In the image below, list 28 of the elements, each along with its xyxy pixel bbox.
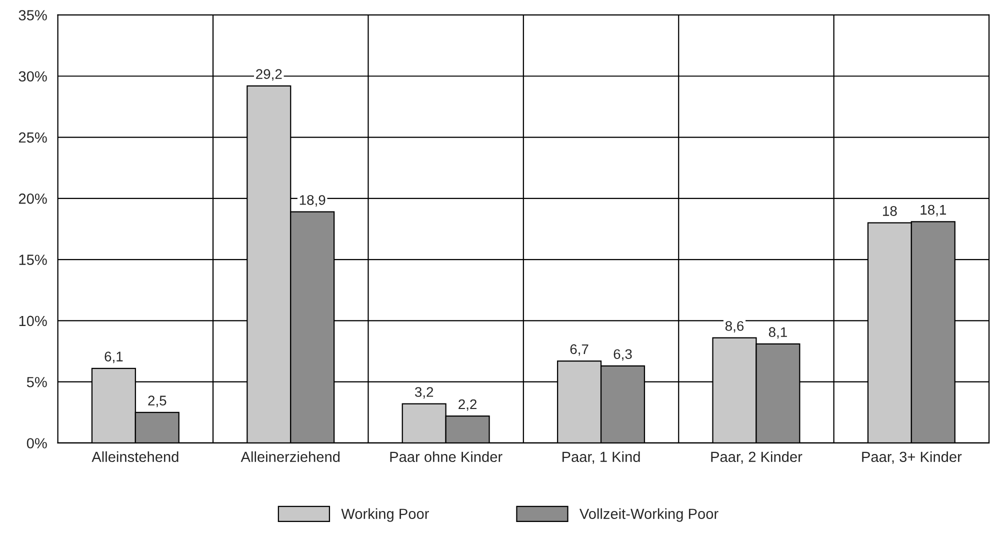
x-tick-label: Paar ohne Kinder	[390, 451, 502, 462]
x-tick-label: Paar, 3+ Kinder	[862, 451, 962, 464]
data-label: 29,2	[256, 69, 282, 81]
data-label: 2,2	[458, 399, 477, 411]
data-label: 6,7	[570, 344, 588, 356]
y-tick-label: 10%	[19, 316, 47, 326]
y-tick-label: 35%	[18, 10, 47, 20]
legend-label: Vollzeit-Working Poor	[579, 508, 718, 522]
data-label: 2,5	[148, 396, 166, 408]
y-tick-label: 25%	[18, 132, 47, 143]
y-tick-label: 15%	[19, 254, 47, 265]
data-label: 3,2	[414, 387, 434, 399]
data-label: 18,9	[300, 195, 326, 207]
y-tick-label: 0%	[26, 438, 47, 448]
y-tick-label: 20%	[18, 194, 47, 204]
x-tick-label: Paar, 1 Kind	[562, 451, 640, 464]
data-label: 18	[883, 206, 897, 216]
y-tick-label: 30%	[18, 71, 47, 82]
data-label: 8,6	[725, 321, 744, 333]
data-label: 6,3	[614, 349, 632, 361]
data-label: 18,1	[920, 204, 946, 216]
y-tick-label: 5%	[26, 377, 47, 388]
x-tick-label: Paar, 2 Kinder	[711, 451, 802, 464]
x-tick-label: Alleinerziehend	[240, 451, 340, 462]
x-tick-label: Alleinstehend	[92, 451, 178, 462]
data-label: 6,1	[104, 352, 123, 364]
legend-label: Working Poor	[341, 508, 429, 522]
data-label: 8,1	[768, 327, 787, 339]
